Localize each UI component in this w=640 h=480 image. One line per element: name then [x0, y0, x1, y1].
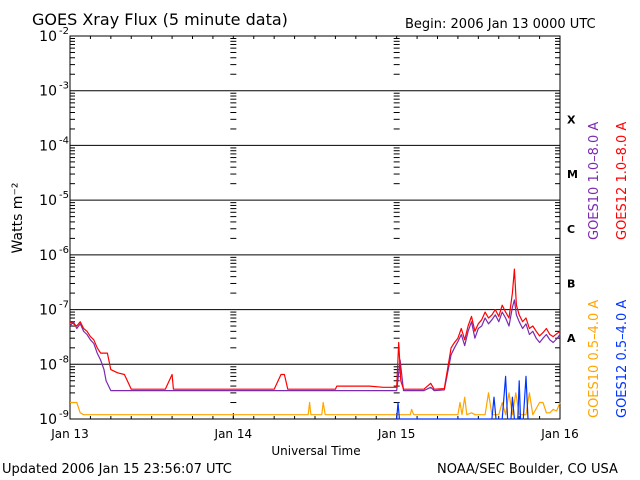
y-tick-label: 10 — [39, 193, 57, 209]
flare-class-label: X — [567, 113, 576, 126]
y-tick-exponent: -2 — [59, 26, 69, 37]
series-line-3 — [70, 392, 561, 416]
legend-entry: GOES12 1.0–8.0 A — [615, 122, 630, 240]
x-axis-label: Universal Time — [271, 444, 360, 458]
x-tick-label: Jan 13 — [50, 427, 89, 441]
series-line-4 — [396, 375, 529, 420]
legend-entry: GOES12 0.5–4.0 A — [615, 300, 630, 418]
updated-timestamp: Updated 2006 Jan 15 23:56:07 UTC — [2, 462, 232, 477]
y-tick-label: 10 — [39, 248, 57, 264]
flare-class-label: M — [567, 168, 578, 181]
series-line-2 — [69, 268, 561, 390]
y-tick-exponent: -7 — [59, 300, 69, 311]
flare-class-label: B — [567, 277, 575, 290]
x-tick-label: Jan 16 — [540, 427, 579, 441]
y-tick-label: 10 — [39, 303, 57, 319]
y-tick-label: 10 — [39, 412, 57, 428]
begin-time: Begin: 2006 Jan 13 0000 UTC — [405, 17, 596, 32]
y-tick-exponent: -5 — [59, 190, 69, 201]
y-tick-label: 10 — [39, 138, 57, 154]
y-tick-label: 10 — [39, 357, 57, 373]
x-tick-label: Jan 15 — [377, 427, 416, 441]
x-tick-label: Jan 14 — [214, 427, 253, 441]
legend: GOES10 1.0–8.0 A GOES12 1.0–8.0 A GOES10 0… — [587, 122, 630, 418]
chart-title: GOES Xray Flux (5 minute data) — [32, 10, 288, 29]
plot-frame — [69, 35, 561, 420]
y-tick-exponent: -3 — [59, 81, 69, 92]
y-tick-label: 10 — [39, 29, 57, 45]
flare-class-label: A — [567, 332, 576, 345]
credit-text: NOAA/SEC Boulder, CO USA — [437, 462, 618, 477]
legend-entry: GOES10 0.5–4.0 A — [587, 300, 602, 418]
plot-area: Jan 13 Jan 14 Jan 15 Jan 1610-910-810-710-6… — [39, 26, 579, 441]
y-tick-exponent: -6 — [59, 245, 69, 256]
flare-class-label: C — [567, 223, 575, 236]
series-line-1 — [69, 299, 561, 392]
y-tick-exponent: -9 — [59, 409, 69, 420]
y-tick-label: 10 — [39, 84, 57, 100]
y-tick-exponent: -8 — [59, 354, 69, 365]
y-tick-exponent: -4 — [59, 135, 69, 146]
legend-entry: GOES10 1.0–8.0 A — [587, 122, 602, 240]
y-axis-label: Watts m⁻² — [10, 183, 26, 254]
